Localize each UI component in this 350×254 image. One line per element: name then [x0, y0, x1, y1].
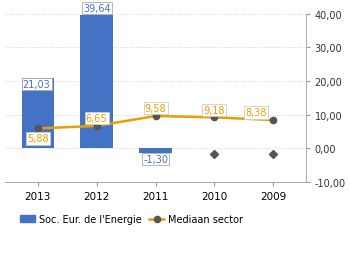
Text: 9,18: 9,18 — [204, 105, 225, 115]
Text: -1,30: -1,30 — [143, 155, 168, 165]
Text: 5,88: 5,88 — [27, 134, 49, 144]
Text: 8,38: 8,38 — [245, 108, 266, 118]
Text: 39,64: 39,64 — [83, 4, 111, 14]
Bar — [139, 149, 172, 153]
Text: 6,65: 6,65 — [86, 114, 107, 124]
Text: 21,03: 21,03 — [23, 80, 50, 90]
Text: 9,58: 9,58 — [145, 104, 166, 114]
Bar — [80, 16, 113, 149]
Legend: Soc. Eur. de l'Energie, Mediaan sector: Soc. Eur. de l'Energie, Mediaan sector — [16, 210, 247, 228]
Bar — [22, 78, 54, 149]
